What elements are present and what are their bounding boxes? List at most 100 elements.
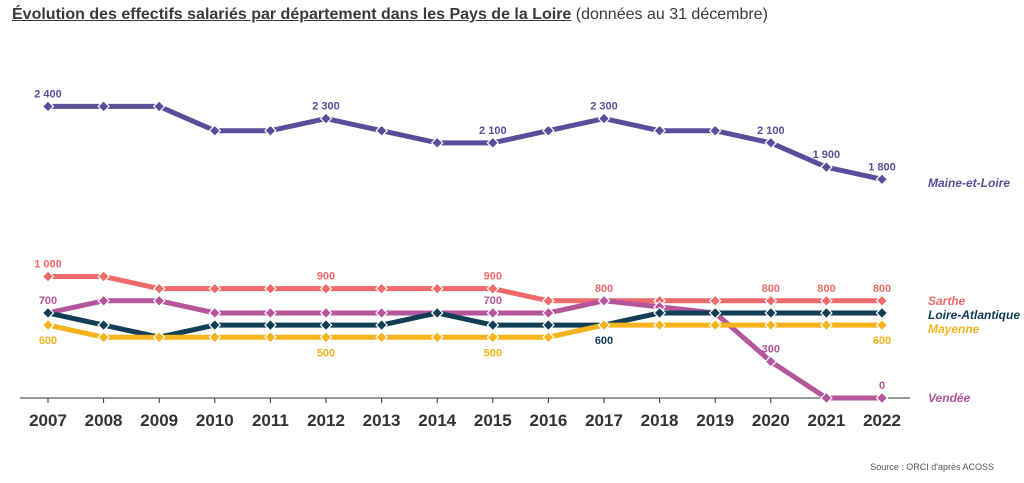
x-tick-label: 2017: [585, 411, 623, 430]
data-point: [208, 318, 222, 332]
data-point: [542, 330, 555, 344]
data-point: [597, 112, 611, 125]
data-point: [542, 124, 555, 138]
data-point: [820, 318, 833, 332]
x-tick-label: 2016: [529, 411, 567, 430]
data-label: 2 100: [757, 125, 785, 137]
data-point: [653, 306, 666, 320]
data-point: [542, 306, 555, 320]
data-point: [708, 318, 722, 332]
data-point: [764, 318, 778, 332]
data-point: [97, 100, 110, 113]
data-point: [41, 306, 55, 320]
x-tick-label: 2012: [307, 411, 345, 430]
data-point: [653, 318, 666, 332]
data-point: [708, 294, 722, 308]
x-tick-label: 2011: [252, 411, 289, 430]
x-tick-label: 2010: [196, 411, 234, 430]
data-point: [597, 318, 611, 332]
chart-title-main: Évolution des effectifs salariés par dép…: [12, 6, 572, 23]
data-point: [430, 306, 444, 320]
series-legend-label: Maine-et-Loire: [928, 176, 1010, 190]
data-point: [820, 306, 833, 320]
data-point: [764, 306, 778, 320]
data-point: [264, 124, 277, 138]
data-point: [764, 136, 778, 150]
data-point: [542, 318, 555, 332]
data-label: 2 100: [479, 125, 507, 137]
data-label: 0: [879, 380, 885, 392]
data-label: 700: [484, 295, 502, 307]
data-point: [264, 306, 277, 320]
data-point: [319, 330, 333, 344]
data-point: [708, 306, 722, 320]
data-label: 800: [595, 283, 613, 295]
data-point: [319, 282, 333, 295]
data-point: [152, 330, 166, 344]
data-point: [152, 282, 166, 295]
data-point: [764, 294, 778, 308]
data-label: 1 800: [868, 161, 896, 173]
data-label: 2 300: [312, 101, 340, 113]
data-point: [542, 294, 555, 308]
data-point: [208, 282, 222, 295]
data-label: 900: [484, 271, 502, 283]
data-label: 1 900: [813, 149, 841, 161]
x-tick-label: 2014: [418, 411, 456, 430]
data-label: 1 000: [34, 259, 62, 271]
x-tick-label: 2022: [863, 411, 901, 430]
data-label: 500: [317, 347, 335, 359]
chart-subtitle: (données au 31 décembre): [575, 6, 768, 23]
data-point: [41, 270, 55, 283]
data-point: [97, 330, 110, 344]
x-tick-label: 2020: [752, 411, 790, 430]
data-label: 600: [873, 335, 891, 347]
data-point: [708, 124, 722, 138]
data-label: 500: [484, 347, 502, 359]
data-label: 600: [39, 335, 57, 347]
data-point: [486, 330, 500, 344]
data-point: [597, 294, 611, 308]
data-point: [486, 136, 500, 150]
x-tick-label: 2008: [85, 411, 123, 430]
data-point: [97, 318, 110, 332]
series-line: [47, 298, 882, 401]
data-point: [319, 306, 333, 320]
x-tick-label: 2021: [807, 411, 845, 430]
data-point: [875, 306, 889, 320]
data-point: [375, 318, 388, 332]
x-tick-label: 2007: [29, 411, 67, 430]
data-label: 600: [595, 335, 613, 347]
data-point: [319, 318, 333, 332]
data-point: [486, 318, 500, 332]
data-point: [875, 172, 889, 186]
data-point: [486, 282, 500, 295]
data-label: 800: [762, 283, 780, 295]
series-legend-label: Mayenne: [928, 322, 980, 336]
data-point: [264, 318, 277, 332]
data-point: [486, 306, 500, 320]
series-legend-label: Vendée: [928, 391, 971, 405]
data-label: 2 300: [590, 101, 618, 113]
data-point: [430, 330, 444, 344]
data-point: [264, 330, 277, 344]
data-label: 800: [873, 283, 891, 295]
data-point: [152, 100, 166, 113]
data-point: [430, 136, 444, 150]
data-label: 700: [39, 295, 57, 307]
data-point: [375, 124, 388, 138]
data-label: 800: [817, 283, 835, 295]
x-tick-label: 2015: [474, 411, 512, 430]
data-point: [97, 294, 110, 308]
data-point: [820, 294, 833, 308]
data-point: [319, 112, 333, 125]
x-tick-label: 2009: [140, 411, 178, 430]
data-point: [875, 294, 889, 308]
chart-title: Évolution des effectifs salariés par dép…: [12, 6, 768, 24]
data-point: [208, 306, 222, 320]
data-label: 300: [762, 344, 780, 356]
source-note: Source : ORCI d'après ACOSS: [870, 462, 994, 472]
data-point: [264, 282, 277, 295]
series-line: [47, 322, 882, 340]
